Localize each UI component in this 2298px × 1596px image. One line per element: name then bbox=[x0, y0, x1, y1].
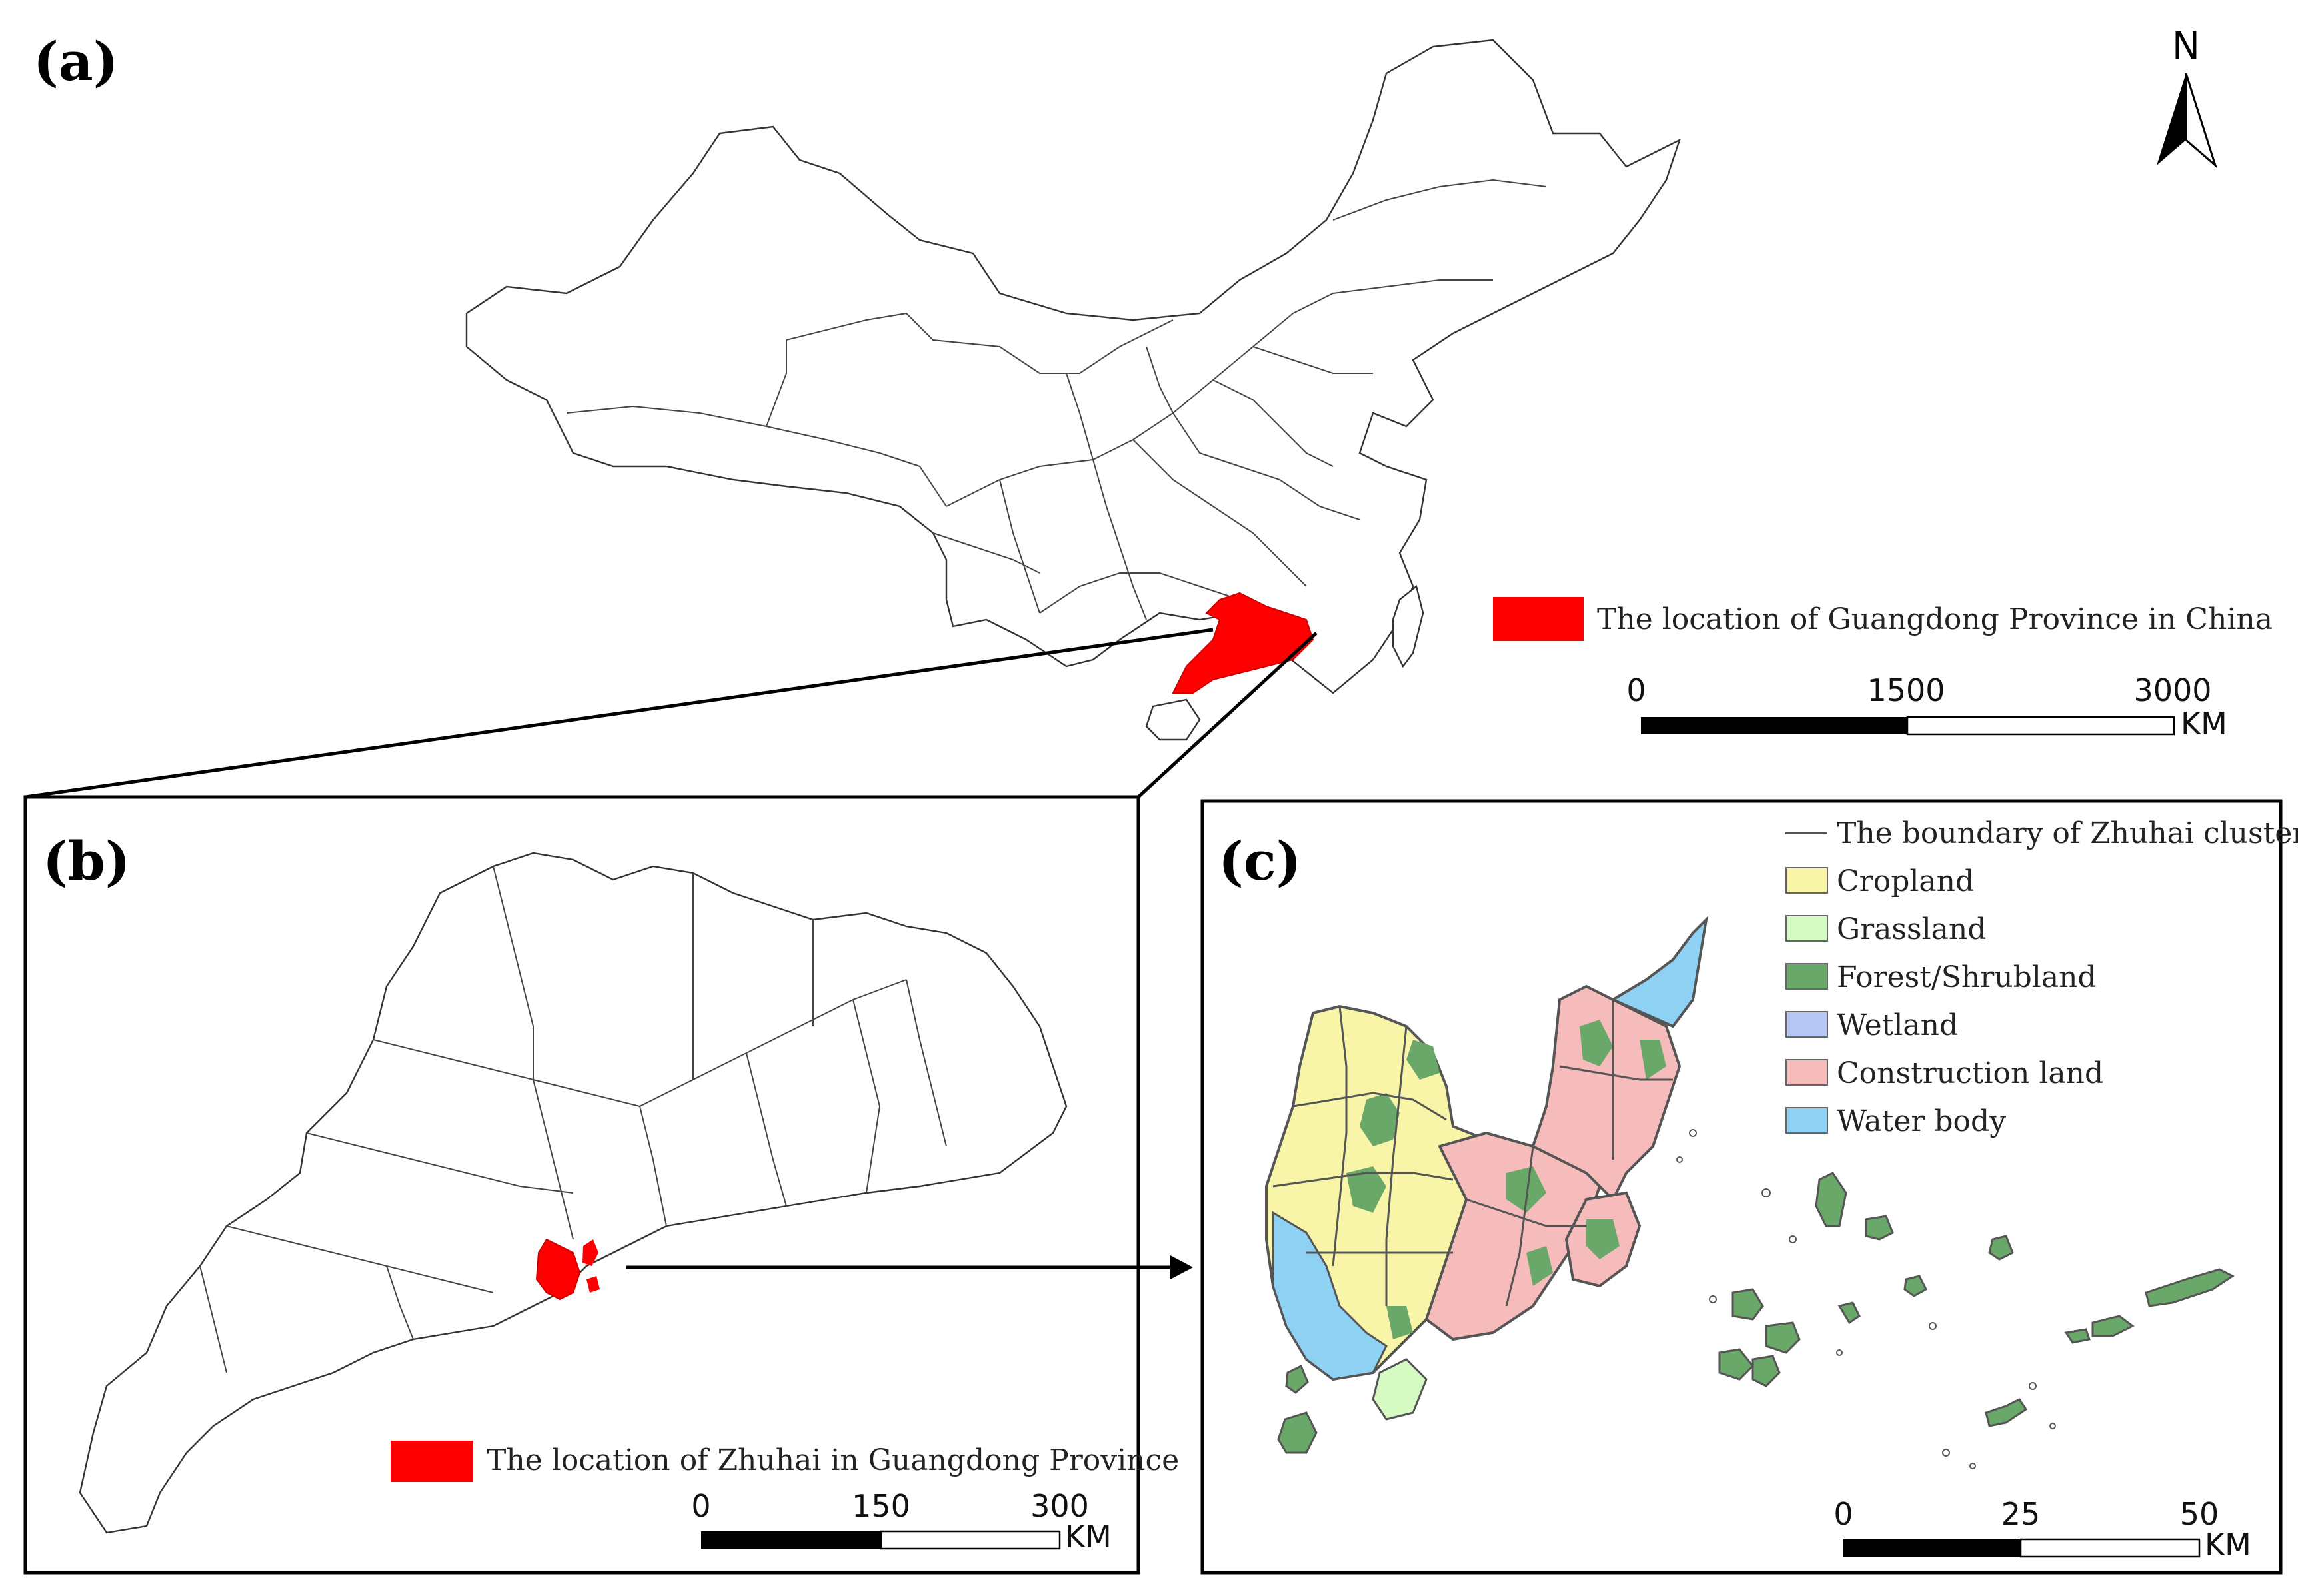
zhuhai-islands-b bbox=[582, 1239, 600, 1293]
panel-c: (c) bbox=[1200, 799, 2298, 1575]
legend-c-item-6: Water body bbox=[1837, 1104, 2006, 1138]
panel-c-label: (c) bbox=[1218, 830, 1301, 892]
tiny-islets bbox=[1676, 1129, 2056, 1469]
scale-a-unit: KM bbox=[2181, 706, 2227, 742]
legend-c-item-5: Construction land bbox=[1837, 1056, 2103, 1090]
legend-c-item-1: Cropland bbox=[1837, 864, 1974, 898]
connector-left bbox=[25, 628, 1214, 799]
legend-c-item-3: Forest/Shrubland bbox=[1837, 960, 2097, 994]
legend-c-swatch-cropland bbox=[1785, 867, 1828, 894]
panel-c-frame bbox=[1200, 799, 2283, 1575]
legend-c-item-4: Wetland bbox=[1837, 1008, 1958, 1042]
scale-c-light bbox=[2019, 1538, 2201, 1558]
china-province-lines bbox=[566, 179, 1547, 620]
cluster-boundaries bbox=[1272, 1000, 1673, 1307]
scale-a-light bbox=[1906, 716, 2175, 736]
connector-right bbox=[1137, 632, 1318, 798]
scale-b-tick-1: 150 bbox=[852, 1488, 910, 1524]
taiwan-outline bbox=[1392, 584, 1424, 668]
zhuhai-island-sw2 bbox=[1285, 1364, 1309, 1394]
scale-a-tick-1: 1500 bbox=[1867, 672, 1945, 708]
panel-a: (a) The locati bbox=[33, 25, 2273, 742]
legend-c-swatch-construction bbox=[1785, 1059, 1828, 1086]
scale-b-light bbox=[880, 1530, 1061, 1550]
eastern-islands bbox=[1718, 1172, 2235, 1427]
legend-a-text: The location of Guangdong Province in Ch… bbox=[1597, 602, 2273, 636]
scale-bar-b: 0 150 300 KM bbox=[691, 1488, 1112, 1555]
scale-bar-a: 0 1500 3000 KM bbox=[1626, 672, 2227, 742]
panel-a-label: (a) bbox=[33, 30, 119, 93]
north-arrow-label: N bbox=[2172, 25, 2200, 68]
scale-b-tick-0: 0 bbox=[691, 1488, 710, 1524]
legend-c-item-0: The boundary of Zhuhai clusters bbox=[1837, 816, 2298, 850]
scale-a-tick-2: 3000 bbox=[2133, 672, 2211, 708]
scale-b-unit: KM bbox=[1065, 1519, 1112, 1555]
legend-c-item-2: Grassland bbox=[1837, 912, 1986, 946]
legend-b-swatch bbox=[391, 1441, 473, 1482]
scale-a-tick-0: 0 bbox=[1626, 672, 1646, 708]
legend-c-swatch-forest bbox=[1785, 963, 1828, 990]
panel-b-label: (b) bbox=[43, 830, 131, 892]
legend-c: The boundary of Zhuhai clusters Cropland… bbox=[1785, 816, 2298, 1138]
zhuhai-island-sw bbox=[1277, 1411, 1318, 1454]
legend-a-swatch bbox=[1493, 597, 1584, 641]
zhuhai-water-west bbox=[1272, 1211, 1388, 1381]
china-outline bbox=[465, 39, 1682, 694]
arrow-b-to-c bbox=[626, 1255, 1193, 1279]
scale-c-dark bbox=[1843, 1539, 2021, 1557]
scale-c-tick-0: 0 bbox=[1833, 1496, 1853, 1532]
zhuhai-highlight-b bbox=[535, 1238, 581, 1301]
legend-c-swatch-wetland bbox=[1785, 1011, 1828, 1038]
guangdong-city-lines bbox=[199, 866, 947, 1373]
scale-c-unit: KM bbox=[2205, 1527, 2251, 1563]
zhuhai-southwest-land bbox=[1372, 1358, 1428, 1421]
scale-c-tick-2: 50 bbox=[2180, 1496, 2219, 1532]
scale-bar-c: 0 25 50 KM bbox=[1833, 1496, 2251, 1563]
north-arrow: N bbox=[2157, 25, 2218, 169]
hainan-outline bbox=[1145, 698, 1201, 741]
scale-b-dark bbox=[701, 1531, 881, 1549]
north-arrow-left bbox=[2157, 73, 2186, 165]
guangdong-highlight bbox=[1172, 592, 1314, 694]
forest-patches bbox=[1346, 1020, 1666, 1339]
scale-b-tick-2: 300 bbox=[1030, 1488, 1089, 1524]
scale-a-dark bbox=[1641, 717, 1907, 734]
panel-b: (b) The location of Zhuhai in Guangdong … bbox=[23, 795, 1179, 1575]
legend-c-swatch-grassland bbox=[1785, 915, 1828, 942]
legend-c-swatch-water bbox=[1785, 1107, 1828, 1134]
scale-c-tick-1: 25 bbox=[2001, 1496, 2041, 1532]
north-arrow-right bbox=[2185, 73, 2218, 169]
legend-b-text: The location of Zhuhai in Guangdong Prov… bbox=[487, 1443, 1179, 1477]
zhuhai-north-strip bbox=[1610, 916, 1708, 1028]
